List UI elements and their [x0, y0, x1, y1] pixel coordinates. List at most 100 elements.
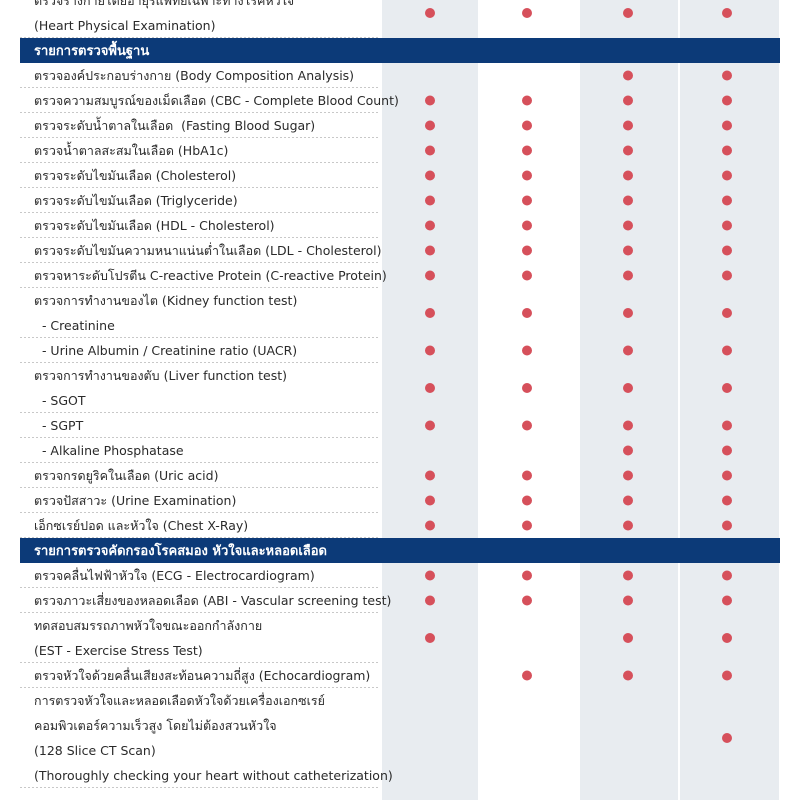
check-dot [623, 470, 633, 481]
row-label: (Thoroughly checking your heart without … [34, 768, 393, 783]
check-dot [425, 633, 435, 643]
row-label: เอ็กซเรย์ปอด และหัวใจ (Chest X-Ray) [34, 518, 248, 533]
check-dot [425, 520, 435, 531]
column-backgrounds [382, 0, 779, 800]
row-label: ตรวจหัวใจด้วยคลื่นเสียงสะท้อนความถี่สูง … [34, 667, 370, 684]
check-dot [522, 670, 532, 681]
check-dot [522, 170, 532, 181]
row-label: - SGPT [34, 418, 84, 433]
row-label: (EST - Exercise Stress Test) [34, 643, 203, 658]
column-bg [480, 0, 578, 800]
check-dot [623, 170, 633, 181]
check-dot [425, 95, 435, 106]
row-label: การตรวจหัวใจและหลอดเลือดหัวใจด้วยเครื่อง… [34, 692, 325, 708]
check-dot [425, 245, 435, 256]
row-label: ตรวจองค์ประกอบร่างกาย (Body Composition … [34, 68, 354, 83]
column-bg [680, 0, 779, 800]
row-label: ตรวจร่างกายโดยอายุรแพทย์เฉพาะทางโรคหัวใจ [34, 0, 294, 9]
check-dot [722, 633, 732, 643]
check-dot [722, 70, 732, 81]
row-label: - Alkaline Phosphatase [34, 443, 184, 458]
row-label: คอมพิวเตอร์ความเร็วสูง โดยไม่ต้องสวนหัวใ… [34, 718, 277, 734]
check-dot [722, 170, 732, 181]
check-dot [623, 308, 633, 318]
check-dot [522, 470, 532, 481]
check-dot [425, 570, 435, 581]
check-dot [722, 495, 732, 506]
check-dot [522, 495, 532, 506]
check-dot [722, 670, 732, 681]
check-dot [722, 120, 732, 131]
check-dot [722, 570, 732, 581]
check-dot [722, 445, 732, 456]
check-dot [522, 420, 532, 431]
section-title: รายการตรวจคัดกรองโรคสมอง หัวใจและหลอดเลื… [34, 542, 327, 559]
check-dot [522, 95, 532, 106]
check-dot [425, 345, 435, 356]
check-dot [623, 220, 633, 231]
check-dot [522, 520, 532, 531]
check-dot [722, 520, 732, 531]
check-dot [722, 145, 732, 156]
check-dot [722, 345, 732, 356]
check-dot [722, 733, 732, 743]
section-header [20, 38, 780, 63]
check-dot [522, 570, 532, 581]
check-dot [623, 245, 633, 256]
column-bg [382, 0, 478, 800]
check-dot [623, 95, 633, 106]
check-dot [623, 633, 633, 643]
check-dot [425, 120, 435, 131]
row-label: ตรวจระดับไขมันเลือด (Cholesterol) [34, 168, 236, 183]
row-label: ตรวจปัสสาวะ (Urine Examination) [34, 493, 236, 508]
check-dot [722, 595, 732, 606]
check-dot [623, 520, 633, 531]
check-dot [425, 220, 435, 231]
section-title: รายการตรวจพื้นฐาน [34, 40, 149, 60]
check-dot [522, 120, 532, 131]
row-label: ตรวจกรดยูริคในเลือด (Uric acid) [34, 468, 218, 484]
row-label: (128 Slice CT Scan) [34, 743, 156, 758]
check-dot [522, 220, 532, 231]
check-dot [623, 120, 633, 131]
check-dot [623, 8, 633, 18]
row-label: ตรวจการทำงานของตับ (Liver function test) [34, 368, 287, 383]
row-label: ตรวจระดับไขมันเลือด (HDL - Cholesterol) [34, 218, 275, 233]
check-dot [623, 495, 633, 506]
row-label: (Heart Physical Examination) [34, 18, 215, 33]
check-dot [623, 270, 633, 281]
row-label: ตรวจน้ำตาลสะสมในเลือด (HbA1c) [34, 141, 228, 158]
check-dot [425, 8, 435, 18]
check-dot [722, 308, 732, 318]
check-dot [623, 345, 633, 356]
check-dot [425, 383, 435, 393]
check-dot [425, 145, 435, 156]
check-dot [623, 420, 633, 431]
check-dot [623, 70, 633, 81]
check-dot [623, 145, 633, 156]
check-dot [722, 270, 732, 281]
check-dot [425, 420, 435, 431]
check-dot [425, 495, 435, 506]
row-label: ตรวจภาวะเสี่ยงของหลอดเลือด (ABI - Vascul… [34, 592, 391, 608]
check-dot [522, 595, 532, 606]
check-dot [425, 195, 435, 206]
section-header [20, 538, 780, 563]
row-label: - Creatinine [34, 318, 115, 333]
check-dot [522, 195, 532, 206]
check-dot [425, 270, 435, 281]
check-dot [425, 470, 435, 481]
check-dot [623, 445, 633, 456]
check-dot [623, 670, 633, 681]
row-label: - SGOT [34, 393, 86, 408]
row-label: ตรวจระดับไขมันความหนาแน่นต่ำในเลือด (LDL… [34, 242, 382, 258]
check-dot [623, 595, 633, 606]
check-dot [722, 470, 732, 481]
check-dot [522, 345, 532, 356]
check-dot [623, 570, 633, 581]
check-dot [722, 95, 732, 106]
check-dot [522, 245, 532, 256]
row-label: - Urine Albumin / Creatinine ratio (UACR… [34, 343, 297, 358]
row-label: ตรวจความสมบูรณ์ของเม็ดเลือด (CBC - Compl… [34, 93, 399, 109]
